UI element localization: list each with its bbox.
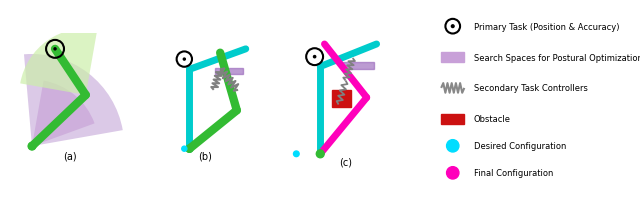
- Circle shape: [316, 150, 324, 158]
- Circle shape: [182, 146, 187, 151]
- Bar: [343, 63, 374, 70]
- Text: Final Configuration: Final Configuration: [474, 168, 554, 177]
- Circle shape: [451, 26, 454, 28]
- Circle shape: [314, 56, 316, 58]
- Text: Search Spaces for Postural Optimization: Search Spaces for Postural Optimization: [474, 53, 640, 62]
- Wedge shape: [24, 55, 123, 146]
- Text: (c): (c): [339, 157, 352, 167]
- Wedge shape: [32, 81, 95, 146]
- Circle shape: [186, 145, 193, 153]
- Bar: [215, 69, 243, 75]
- Text: Desired Configuration: Desired Configuration: [474, 142, 566, 151]
- Bar: [441, 53, 465, 63]
- Text: (b): (b): [198, 150, 212, 160]
- Circle shape: [183, 59, 186, 61]
- Circle shape: [294, 151, 299, 157]
- Wedge shape: [20, 29, 97, 95]
- Circle shape: [447, 167, 459, 179]
- Text: (a): (a): [63, 150, 77, 160]
- Bar: [441, 114, 465, 124]
- Circle shape: [28, 143, 36, 150]
- Text: Obstacle: Obstacle: [474, 115, 511, 124]
- Text: Secondary Task Controllers: Secondary Task Controllers: [474, 84, 588, 93]
- Circle shape: [54, 49, 56, 51]
- Bar: [332, 91, 351, 108]
- Circle shape: [447, 140, 459, 152]
- Text: Primary Task (Position & Accuracy): Primary Task (Position & Accuracy): [474, 23, 620, 32]
